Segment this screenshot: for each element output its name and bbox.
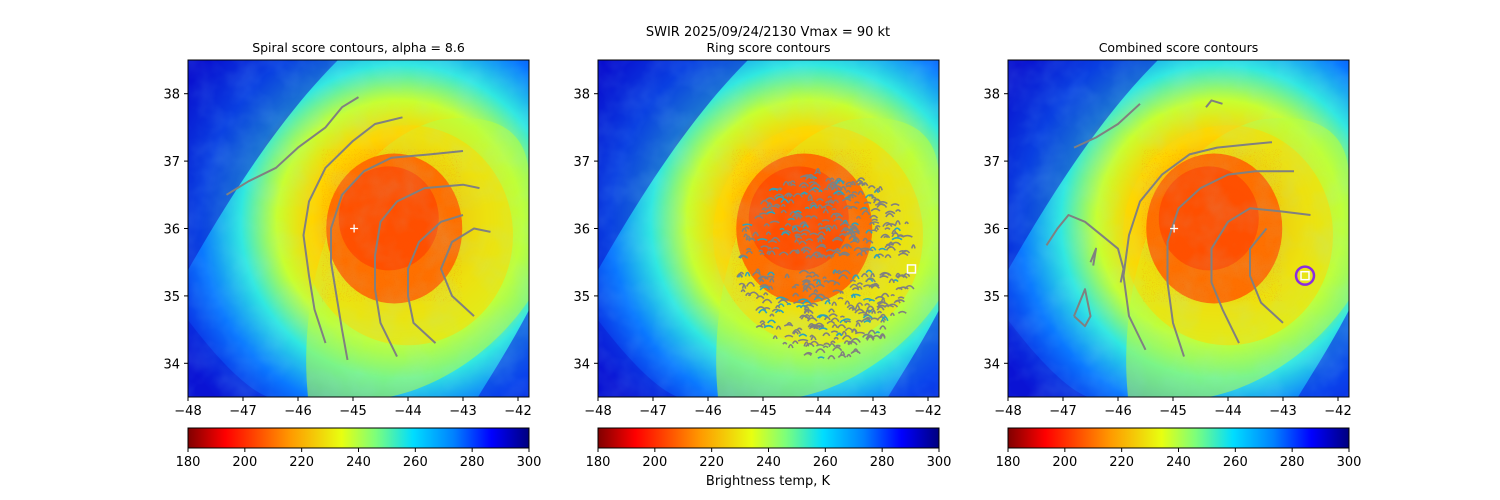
contour-line	[1045, 214, 1125, 283]
x-tick-label: −43	[1269, 404, 1296, 419]
x-tick-label: −46	[1104, 404, 1131, 419]
colorbar-tick-label: 220	[699, 455, 724, 470]
colorbar-tick-label: 300	[927, 455, 952, 470]
contour-line	[1073, 103, 1141, 149]
x-tick-label: −42	[504, 404, 531, 419]
panel-title: Spiral score contours, alpha = 8.6	[252, 40, 465, 55]
x-tick-label: −45	[339, 404, 366, 419]
colorbar-tick-label: 240	[1166, 455, 1191, 470]
colorbar-tick-label: 300	[517, 455, 542, 470]
x-tick-label: −45	[749, 404, 776, 419]
colorbar-tick-label: 240	[346, 455, 371, 470]
colorbar-tick-label: 260	[1223, 455, 1248, 470]
contour-line	[1089, 247, 1097, 266]
x-tick-label: −48	[994, 404, 1021, 419]
x-tick-label: −42	[1324, 404, 1351, 419]
colorbar: 180 200 220 240 260 280 300	[176, 427, 542, 470]
center-plus-marker	[1170, 224, 1179, 233]
colorbar-tick-label: 200	[642, 455, 667, 470]
colorbar-tick-label: 280	[460, 455, 485, 470]
figure-colorbar-label: Brightness temp, K	[706, 474, 831, 489]
contours	[1045, 99, 1311, 357]
y-tick-label: 34	[163, 357, 180, 372]
y-tick-label: 36	[573, 223, 590, 238]
y-tick-label: 35	[163, 290, 180, 305]
x-tick-label: −42	[914, 404, 941, 419]
y-tick-label: 36	[163, 223, 180, 238]
contour-line	[302, 116, 403, 344]
colorbar-tick-label: 300	[1337, 455, 1362, 470]
brightness-temp-image	[1008, 60, 1349, 397]
colorbar-tick-label: 240	[756, 455, 781, 470]
y-tick-label: 35	[573, 290, 590, 305]
contour-line	[1249, 227, 1284, 324]
x-tick-label: −43	[859, 404, 886, 419]
center-circle-marker	[1294, 265, 1316, 286]
colorbar-tick-label: 180	[176, 455, 201, 470]
colorbar-tick-label: 260	[813, 455, 838, 470]
panels: Spiral score contours, alpha = 8.6 −48 −47…	[163, 40, 1361, 470]
y-tick-label: 34	[573, 357, 590, 372]
x-tick-label: −44	[804, 404, 831, 419]
x-tick-label: −45	[1159, 404, 1186, 419]
contour-line	[1073, 288, 1092, 328]
contour-line	[1205, 99, 1223, 108]
colorbar-tick-label: 260	[403, 455, 428, 470]
colorbar: 180 200 220 240 260 280 300	[586, 427, 952, 470]
y-tick-label: 38	[163, 88, 180, 103]
colorbar-tick-label: 200	[1052, 455, 1077, 470]
contours	[225, 96, 491, 361]
x-tick-label: −47	[1049, 404, 1076, 419]
panel-title: Ring score contours	[706, 40, 830, 55]
colorbar-tick-label: 200	[232, 455, 257, 470]
center-square-marker	[906, 264, 917, 274]
contour-line	[407, 214, 464, 344]
x-tick-label: −44	[1214, 404, 1241, 419]
panel-2: Ring score contours −48 −47 −46 −45 −44 −43 −42…	[573, 40, 951, 470]
x-tick-label: −44	[394, 404, 421, 419]
panel-1: Spiral score contours, alpha = 8.6 −48 −47…	[163, 40, 541, 470]
colorbar-tick-label: 280	[870, 455, 895, 470]
x-tick-label: −46	[284, 404, 311, 419]
colorbar-tick-label: 220	[289, 455, 314, 470]
x-tick-label: −46	[694, 404, 721, 419]
colorbar-gradient	[597, 427, 940, 449]
colorbar-tick-label: 180	[586, 455, 611, 470]
x-tick-label: −48	[174, 404, 201, 419]
y-tick-label: 34	[983, 357, 1000, 372]
colorbar-tick-label: 220	[1109, 455, 1134, 470]
colorbar: 180 200 220 240 260 280 300	[996, 427, 1362, 470]
y-tick-label: 37	[983, 155, 1000, 170]
panel-title: Combined score contours	[1099, 40, 1259, 55]
brightness-temp-image	[188, 60, 529, 397]
x-tick-label: −43	[449, 404, 476, 419]
contours	[736, 168, 916, 360]
panel-3: Combined score contours −48 −47 −46 −45 −44 −4…	[983, 40, 1361, 470]
center-plus-marker	[350, 224, 359, 233]
x-tick-label: −48	[584, 404, 611, 419]
contour-line	[374, 183, 480, 358]
contour-line	[330, 150, 464, 361]
y-tick-label: 37	[573, 155, 590, 170]
y-tick-label: 38	[573, 88, 590, 103]
ring-contours	[736, 168, 916, 360]
contour-line	[1166, 170, 1294, 357]
x-tick-label: −47	[639, 404, 666, 419]
y-tick-label: 38	[983, 88, 1000, 103]
center-square-marker	[1300, 270, 1310, 281]
contour-line	[440, 227, 491, 317]
y-tick-label: 35	[983, 290, 1000, 305]
contour-line	[1210, 207, 1311, 344]
figure-suptitle: SWIR 2025/09/24/2130 Vmax = 90 kt	[646, 25, 890, 40]
contour-line	[225, 96, 360, 196]
colorbar-tick-label: 280	[1280, 455, 1305, 470]
contour-line	[1122, 141, 1273, 351]
y-tick-label: 37	[163, 155, 180, 170]
x-tick-label: −47	[229, 404, 256, 419]
y-tick-label: 36	[983, 223, 1000, 238]
colorbar-gradient	[1007, 427, 1350, 449]
colorbar-gradient	[187, 427, 530, 449]
colorbar-tick-label: 180	[996, 455, 1021, 470]
